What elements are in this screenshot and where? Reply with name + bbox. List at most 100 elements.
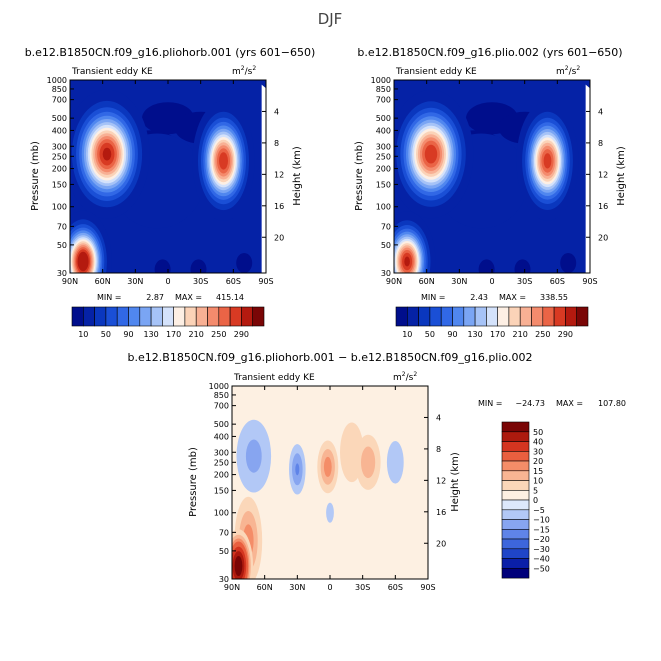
colorbar-label: 10 bbox=[78, 330, 88, 339]
colorbar-label: 20 bbox=[533, 457, 543, 466]
panel-1-max-label: MAX = bbox=[175, 293, 202, 302]
contour-band bbox=[190, 259, 207, 273]
colorbar-swatch bbox=[553, 306, 566, 327]
colorbar-label: 5 bbox=[533, 486, 538, 495]
x-tick-label: 60S bbox=[388, 583, 403, 592]
y-tick-label: 150 bbox=[214, 486, 229, 495]
y-tick-label: 1000 bbox=[209, 382, 229, 391]
colorbar-label: 210 bbox=[513, 330, 528, 339]
panel-1-min-label: MIN = bbox=[97, 293, 122, 302]
colorbar-label: 130 bbox=[143, 330, 158, 339]
panel-3-max-label: MAX = bbox=[556, 399, 583, 408]
y2-tick-label: 20 bbox=[598, 233, 608, 242]
y-tick-label: 150 bbox=[52, 180, 67, 189]
x-tick-label: 30S bbox=[517, 277, 532, 286]
contour-band bbox=[295, 463, 300, 476]
contour-band bbox=[386, 441, 404, 484]
panel-1-max-value: 415.14 bbox=[216, 293, 244, 302]
colorbar-swatch bbox=[252, 306, 265, 327]
x-tick-label: 60N bbox=[95, 277, 111, 286]
y2-tick-label: 12 bbox=[598, 170, 608, 179]
panel-3: b.e12.B1850CN.f09_g16.pliohorb.001 − b.e… bbox=[128, 351, 626, 592]
panel-2-title: b.e12.B1850CN.f09_g16.plio.002 (yrs 601−… bbox=[357, 46, 622, 59]
y-tick-label: 200 bbox=[52, 165, 67, 174]
panel-1-title: b.e12.B1850CN.f09_g16.pliohorb.001 (yrs … bbox=[25, 46, 316, 59]
colorbar-swatch bbox=[501, 538, 530, 550]
colorbar-swatch bbox=[501, 567, 530, 579]
contour-band bbox=[245, 439, 262, 473]
panel-2-max-value: 338.55 bbox=[540, 293, 568, 302]
colorbar-label: −40 bbox=[533, 555, 550, 564]
colorbar-swatch bbox=[542, 306, 555, 327]
contour-band bbox=[236, 253, 253, 273]
panel-2-variable: Transient eddy KE bbox=[395, 67, 477, 77]
y2-tick-label: 8 bbox=[598, 139, 603, 148]
y-tick-label: 1000 bbox=[371, 76, 391, 85]
panel-3-variable: Transient eddy KE bbox=[233, 373, 315, 383]
y2-tick-label: 20 bbox=[274, 233, 284, 242]
colorbar-swatch bbox=[501, 528, 530, 540]
colorbar-label: 50 bbox=[101, 330, 111, 339]
y-tick-label: 300 bbox=[52, 142, 67, 151]
colorbar-swatch bbox=[508, 306, 521, 327]
y-tick-label: 150 bbox=[376, 180, 391, 189]
panel-3-min-label: MIN = bbox=[478, 399, 503, 408]
y-tick-label: 50 bbox=[381, 241, 391, 250]
colorbar-swatch bbox=[406, 306, 419, 327]
contour-band bbox=[326, 502, 334, 523]
panel-3-ylabel: Pressure (mb) bbox=[188, 447, 199, 517]
y2-tick-label: 16 bbox=[598, 202, 608, 211]
panel-3-min-value: −24.73 bbox=[515, 399, 545, 408]
x-tick-label: 0 bbox=[327, 583, 332, 592]
colorbar-label: 50 bbox=[533, 428, 543, 437]
panel-3-units: m2/s2 bbox=[393, 371, 417, 383]
colorbar-swatch bbox=[501, 499, 530, 511]
y2-tick-label: 4 bbox=[274, 107, 279, 116]
y-tick-label: 250 bbox=[214, 458, 229, 467]
figure-title: DJF bbox=[318, 10, 343, 28]
y-tick-label: 500 bbox=[376, 114, 391, 123]
x-tick-label: 30S bbox=[193, 277, 208, 286]
panel-1-field bbox=[70, 80, 266, 274]
x-tick-label: 0 bbox=[489, 277, 494, 286]
y-tick-label: 850 bbox=[214, 391, 229, 400]
colorbar-label: 90 bbox=[447, 330, 457, 339]
x-tick-label: 90S bbox=[582, 277, 597, 286]
colorbar-label: 250 bbox=[535, 330, 550, 339]
colorbar-swatch bbox=[519, 306, 532, 327]
colorbar-swatch bbox=[440, 306, 453, 327]
y2-tick-label: 16 bbox=[436, 508, 446, 517]
panel-2: b.e12.B1850CN.f09_g16.plio.002 (yrs 601−… bbox=[354, 46, 627, 339]
y-tick-label: 400 bbox=[52, 126, 67, 135]
y-tick-label: 1000 bbox=[47, 76, 67, 85]
colorbar-swatch bbox=[501, 509, 530, 520]
colorbar-swatch bbox=[429, 306, 442, 327]
colorbar-swatch bbox=[501, 480, 530, 491]
y-tick-label: 70 bbox=[57, 222, 67, 231]
colorbar-swatch bbox=[497, 306, 510, 327]
contour-band bbox=[478, 259, 495, 273]
contour-band bbox=[424, 144, 438, 164]
y-tick-label: 250 bbox=[376, 152, 391, 161]
contour-band bbox=[102, 147, 112, 161]
colorbar-swatch bbox=[501, 558, 530, 569]
colorbar-swatch bbox=[501, 421, 530, 433]
colorbar-label: 30 bbox=[533, 447, 543, 456]
panel-2-axes: 90N 60N 30N 0 30S 60S 90S 30 50 70 100 150 200 250300… bbox=[371, 76, 609, 286]
panel-1-units: m2/s2 bbox=[232, 65, 256, 77]
colorbar-label: 50 bbox=[425, 330, 435, 339]
y-tick-label: 500 bbox=[52, 114, 67, 123]
colorbar-label: 290 bbox=[558, 330, 573, 339]
colorbar-swatch bbox=[474, 306, 487, 327]
x-tick-label: 90S bbox=[258, 277, 273, 286]
y-tick-label: 700 bbox=[376, 96, 391, 105]
colorbar-label: 290 bbox=[234, 330, 249, 339]
colorbar-label: −50 bbox=[533, 564, 550, 573]
x-tick-label: 30N bbox=[127, 277, 143, 286]
colorbar-label: 15 bbox=[533, 467, 543, 476]
colorbar-label: 10 bbox=[402, 330, 412, 339]
panel-1-variable: Transient eddy KE bbox=[71, 67, 153, 77]
y2-tick-label: 8 bbox=[436, 445, 441, 454]
colorbar-swatch bbox=[486, 306, 498, 327]
colorbar-swatch bbox=[207, 306, 220, 327]
